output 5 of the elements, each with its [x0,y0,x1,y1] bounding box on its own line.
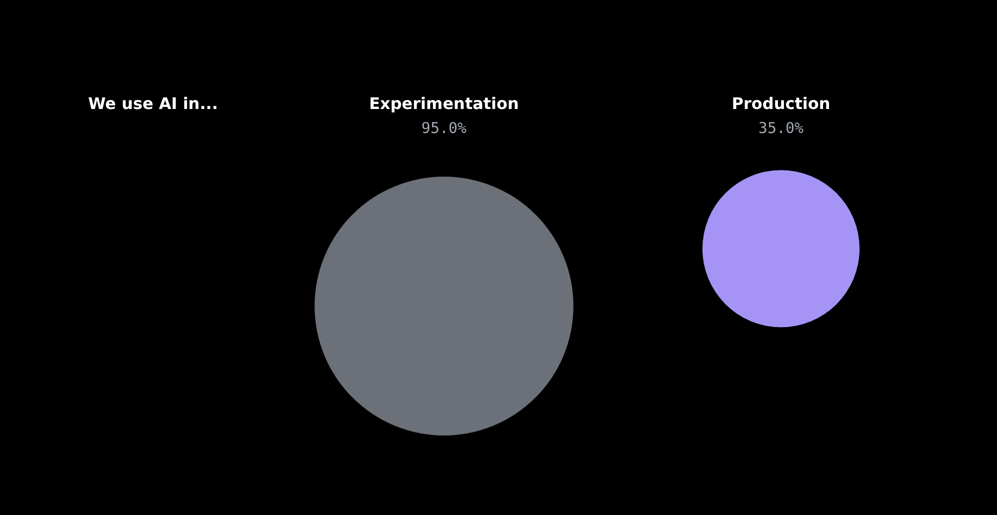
category-label: Production [732,94,830,113]
data-label: 95.0% [421,119,467,137]
data-label: 35.0% [758,119,804,137]
category-label: Experimentation [369,94,519,113]
text: We use AI in... [88,94,218,113]
